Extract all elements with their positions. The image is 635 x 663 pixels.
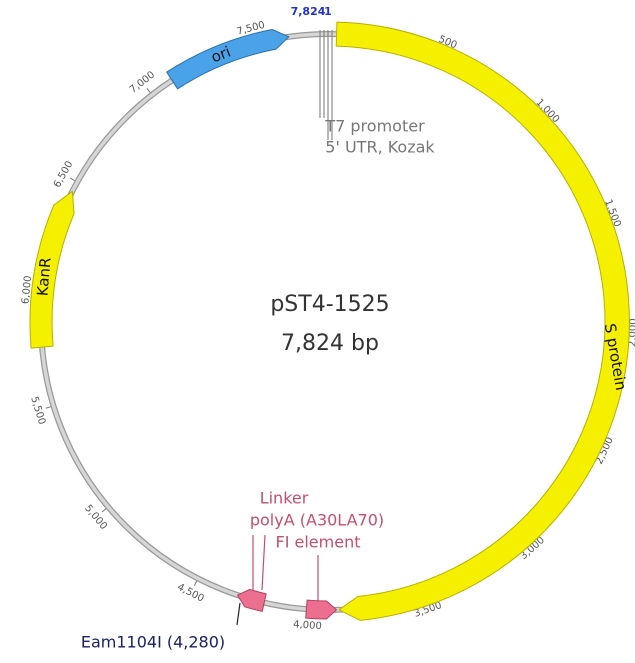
feature-label: polyA (A30LA70) <box>250 511 384 530</box>
feature-label: KanR <box>33 257 54 297</box>
tick-label: 4,500 <box>175 582 206 605</box>
tick-mark <box>147 88 150 92</box>
map-name: pST4-1525 <box>270 292 389 317</box>
feature-label: Linker <box>260 489 309 508</box>
annotation-label: 5' UTR, Kozak <box>325 138 435 157</box>
tick-mark <box>46 407 51 408</box>
tick-label: 4,000 <box>293 619 322 632</box>
tick-mark <box>70 178 74 180</box>
tick-mark <box>102 509 106 512</box>
tick-label: 5,500 <box>28 395 47 426</box>
annotation-label: T7 promoter <box>324 117 425 136</box>
feature-label: FI element <box>276 533 361 552</box>
tick-mark <box>194 581 196 585</box>
tick-label: 6,500 <box>52 159 76 189</box>
origin-label: 7,824 <box>291 5 326 18</box>
map-length: 7,824 bp <box>281 331 379 356</box>
feature-arrow <box>306 600 337 619</box>
feature-arrow <box>336 22 629 620</box>
site-label: Eam1104I (4,280) <box>81 633 225 652</box>
feature-arrow <box>238 590 267 612</box>
origin-label: 1 <box>324 5 332 18</box>
